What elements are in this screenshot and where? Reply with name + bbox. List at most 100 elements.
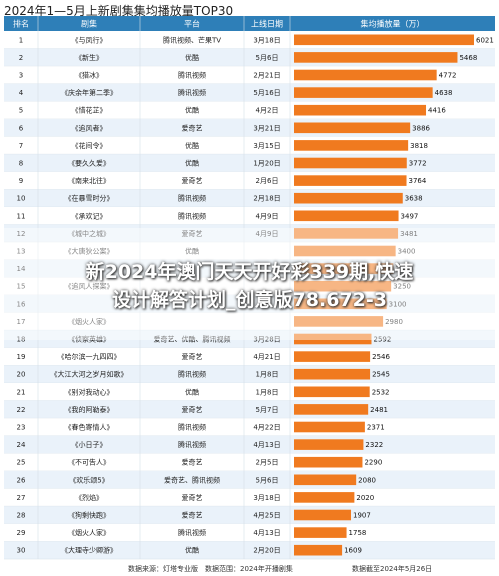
platform-cell: 优酷 (185, 159, 199, 168)
date-cell: 4月25日 (253, 512, 280, 520)
table-row-bg (4, 365, 495, 383)
title-cell: 《要久久爱》 (68, 159, 110, 168)
value-bar (294, 157, 407, 169)
table-row-bg (4, 488, 495, 507)
title-cell: 《大唐狄公案》 (65, 247, 114, 256)
title-cell: 《追风者》 (72, 123, 107, 132)
date-cell: 2月18日 (253, 195, 280, 203)
value-label: 3250 (393, 283, 411, 291)
title-cell: 《侦察英雄》 (68, 335, 110, 344)
platform-cell: 优酷 (185, 141, 199, 150)
value-label: 3497 (401, 212, 419, 220)
table-row-bg (4, 347, 495, 366)
title-cell: 《花间令》 (72, 141, 107, 150)
value-label: 2020 (356, 494, 374, 502)
rank-cell: 12 (17, 230, 26, 238)
value-label: 3320 (395, 265, 413, 273)
rank-cell: 19 (17, 353, 26, 361)
date-cell: 2月6日 (256, 177, 279, 185)
platform-cell: 腾讯视频 (178, 440, 206, 449)
value-bar (294, 439, 364, 450)
platform-cell: 优酷 (185, 546, 199, 555)
table-row-bg (4, 506, 495, 524)
platform-cell: 爱奇艺 (182, 458, 203, 467)
watermark-line-1: 新2024年澳门天天开好彩339期,快速 (85, 261, 414, 283)
rank-cell: 9 (19, 177, 23, 185)
value-bar (294, 456, 363, 468)
table-row-bg (4, 453, 495, 471)
value-bar (294, 527, 347, 538)
watermark-text: 新2024年澳门天天开好彩339期,快速 设计解答计划_创意版78.672-3 (0, 258, 499, 314)
platform-cell: 爱奇艺 (182, 123, 203, 132)
column-header: 平台 (184, 19, 200, 29)
date-cell: 3月21日 (253, 124, 280, 132)
platform-cell: 腾讯视频 (178, 71, 206, 80)
value-bar (294, 228, 399, 239)
footer: 数据来源：灯塔专业版 数据范围：2024年开播剧集 数据截至2024年5月26日 (0, 562, 499, 576)
title-cell: 《不可告人》 (68, 458, 110, 467)
value-bar (294, 492, 355, 503)
date-cell: 1月8日 (256, 371, 279, 379)
value-label: 4416 (428, 107, 446, 115)
value-label: 2481 (370, 406, 388, 414)
rank-cell: 8 (19, 160, 23, 168)
rank-cell: 5 (19, 107, 23, 115)
title-cell: 《与凤行》 (72, 35, 107, 44)
value-label: 3886 (412, 124, 430, 132)
date-cell: 1月20日 (253, 160, 280, 168)
date-cell: 3月28日 (253, 336, 280, 344)
date-cell: 4月9日 (256, 230, 279, 238)
platform-cell: 爱奇艺 (182, 352, 203, 361)
title-cell: 《烟火人家》 (68, 317, 110, 326)
title-cell: 《城中之城》 (68, 229, 110, 238)
column-header: 集均播放量（万） (361, 19, 425, 29)
value-label: 2290 (364, 459, 382, 467)
table-row-bg (4, 383, 495, 401)
table-row-bg (4, 523, 495, 542)
rank-cell: 26 (17, 476, 26, 484)
chart-title: 2024年1—5月上新剧集集均播放量TOP30 (4, 4, 234, 18)
date-cell: 4月21日 (253, 353, 280, 361)
platform-cell: 爱奇艺 (182, 229, 203, 238)
value-bar (294, 192, 403, 204)
rank-cell: 23 (17, 424, 26, 432)
platform-cell: 爱奇艺、优酷、腾讯视频 (154, 335, 231, 344)
date-cell: 1月8日 (256, 388, 279, 396)
value-bar (294, 263, 394, 274)
value-bar (294, 34, 474, 46)
table-row-bg (4, 435, 495, 454)
value-label: 2545 (372, 371, 390, 379)
platform-cell: 优酷 (185, 247, 199, 256)
rank-cell: 16 (17, 300, 26, 308)
title-cell: 《在暴雪时分》 (65, 194, 114, 203)
date-cell: 3月15日 (253, 142, 280, 150)
title-cell: 《小日子》 (72, 440, 107, 449)
column-header: 剧集 (81, 19, 97, 29)
value-bar (294, 122, 411, 134)
title-cell: 《南来北往》 (68, 176, 110, 185)
column-header: 排名 (13, 19, 29, 29)
value-label: 2371 (367, 424, 385, 432)
date-cell: 3月18日 (253, 494, 280, 502)
date-cell: 4月13日 (253, 441, 280, 449)
value-label: 5468 (459, 54, 477, 62)
title-cell: 《庆余年第二季》 (61, 88, 117, 97)
value-bar (294, 175, 407, 186)
rank-cell: 30 (17, 547, 26, 555)
rank-cell: 20 (17, 371, 26, 379)
platform-cell: 优酷 (185, 106, 199, 115)
ranking-table-chart: 排名 剧集 平台 上线日期 集均播放量（万） 1 《与凤行》 腾讯视频、芒果TV 3月18日 60… (4, 16, 495, 560)
date-cell: 5月7日 (256, 406, 279, 414)
value-label: 6021 (476, 36, 494, 44)
date-cell: 4月9日 (256, 212, 279, 220)
title-cell: 《追风人探案》 (65, 282, 114, 291)
value-bar (294, 69, 437, 81)
value-label: 2080 (358, 476, 376, 484)
platform-cell: 优酷 (185, 387, 199, 396)
value-label: 1907 (353, 512, 371, 520)
platform-cell: 腾讯视频 (178, 211, 206, 220)
value-label: 3764 (409, 177, 427, 185)
value-bar (294, 544, 343, 556)
title-cell: 《新生》 (75, 53, 103, 62)
date-cell: 2月5日 (256, 459, 279, 467)
